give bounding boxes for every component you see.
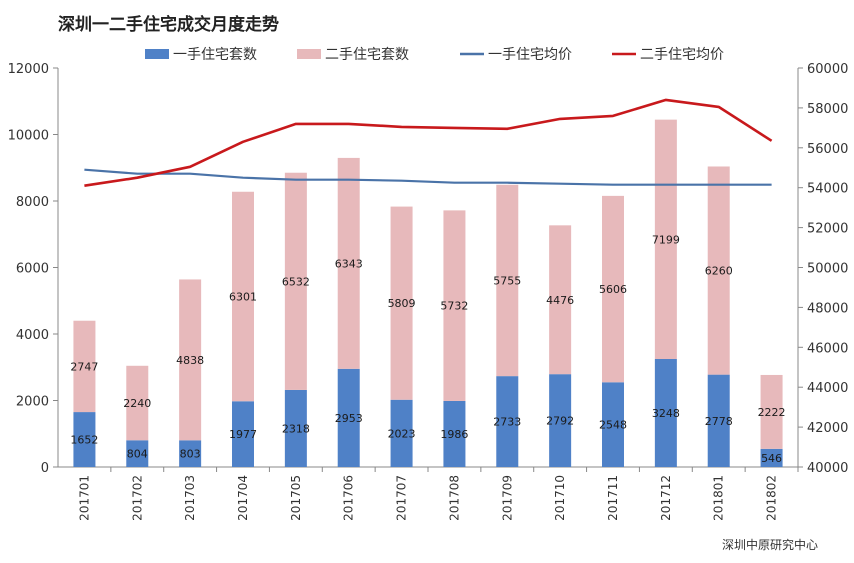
y-right-tick-label: 40000 (807, 461, 848, 476)
y-left-tick-label: 10000 (8, 129, 49, 144)
data-label-second-hand: 6343 (335, 257, 363, 270)
bar-second-hand (284, 172, 307, 390)
data-label-second-hand: 4476 (546, 294, 574, 307)
bar-second-hand (549, 225, 572, 375)
line-second-hand-price (84, 98, 773, 187)
bar-new-homes (232, 401, 254, 467)
x-tick-label: 201710 (553, 475, 567, 521)
data-label-new-homes: 2318 (282, 422, 310, 435)
x-tick-label: 201709 (500, 475, 514, 521)
x-tick-label: 201801 (712, 475, 726, 521)
legend-label: 二手住宅均价 (640, 47, 724, 63)
bar-new-homes (284, 389, 307, 467)
data-label-new-homes: 803 (180, 448, 201, 461)
bar-second-hand (126, 365, 149, 441)
x-tick-label: 201705 (289, 475, 303, 521)
y-right-tick-label: 42000 (807, 421, 848, 436)
data-label-second-hand: 5809 (388, 297, 416, 310)
x-tick-label: 201708 (447, 475, 461, 521)
data-label-second-hand: 2747 (70, 360, 98, 373)
y-right-tick-label: 48000 (807, 301, 848, 316)
y-left-tick-label: 4000 (16, 328, 49, 343)
bar-new-homes (549, 374, 572, 467)
y-right-tick-label: 58000 (807, 102, 848, 117)
y-left-tick-label: 12000 (8, 62, 49, 77)
bar-new-homes (390, 399, 413, 467)
x-tick-label: 201712 (659, 475, 673, 521)
legend-label: 二手住宅套数 (325, 47, 409, 63)
y-left-tick-label: 6000 (16, 262, 49, 277)
data-label-new-homes: 546 (761, 452, 782, 465)
x-tick-label: 201802 (765, 475, 779, 521)
y-right-tick-label: 46000 (807, 341, 848, 356)
y-right-tick-label: 44000 (807, 381, 848, 396)
legend-label: 一手住宅均价 (488, 47, 572, 63)
line-new-homes-price (84, 168, 772, 186)
bar-new-homes (179, 440, 202, 467)
data-label-new-homes: 2548 (599, 419, 627, 432)
data-label-new-homes: 3248 (652, 407, 680, 420)
bar-second-hand (390, 206, 413, 400)
legend-swatch (145, 49, 169, 59)
data-label-second-hand: 4838 (176, 354, 204, 367)
bar-second-hand (443, 210, 466, 401)
data-label-new-homes: 2733 (493, 416, 521, 429)
y-right-tick-label: 52000 (807, 222, 848, 237)
legend-swatch (297, 49, 321, 59)
data-label-new-homes: 2953 (335, 412, 363, 425)
data-label-second-hand: 6260 (705, 265, 733, 278)
bar-second-hand (654, 119, 677, 360)
bar-second-hand (602, 195, 624, 383)
bar-new-homes (496, 376, 519, 467)
y-right-tick-label: 54000 (807, 182, 848, 197)
data-label-second-hand: 6532 (282, 275, 310, 288)
bar-second-hand (337, 157, 360, 369)
bar-new-homes (73, 412, 96, 467)
legend-label: 一手住宅套数 (173, 47, 257, 63)
data-label-new-homes: 1986 (440, 428, 468, 441)
x-tick-label: 201703 (183, 475, 197, 521)
x-tick-label: 201704 (236, 475, 250, 521)
data-label-second-hand: 2240 (123, 397, 151, 410)
data-label-second-hand: 2222 (758, 406, 786, 419)
bar-new-homes (443, 400, 466, 467)
data-label-new-homes: 2023 (388, 427, 416, 440)
x-tick-label: 201706 (342, 475, 356, 521)
y-right-tick-label: 50000 (807, 262, 848, 277)
y-left-tick-label: 2000 (16, 395, 49, 410)
data-label-new-homes: 804 (127, 448, 148, 461)
bar-new-homes (707, 374, 730, 467)
data-label-second-hand: 7199 (652, 233, 680, 246)
bar-new-homes (602, 382, 624, 467)
data-label-second-hand: 5606 (599, 283, 627, 296)
x-tick-label: 201707 (395, 475, 409, 521)
data-label-new-homes: 2792 (546, 415, 574, 428)
bar-new-homes (337, 368, 360, 467)
data-label-new-homes: 1977 (229, 428, 257, 441)
bar-second-hand (760, 374, 783, 449)
bar-second-hand (496, 184, 519, 377)
y-right-tick-label: 60000 (807, 62, 848, 77)
x-tick-label: 201711 (606, 475, 620, 521)
y-right-tick-label: 56000 (807, 142, 848, 157)
data-label-second-hand: 6301 (229, 291, 257, 304)
bar-new-homes (126, 440, 149, 467)
y-left-tick-label: 0 (41, 461, 49, 476)
bar-second-hand (73, 320, 96, 413)
chart-title: 深圳一二手住宅成交月度走势 (58, 15, 279, 35)
bar-new-homes (760, 448, 783, 467)
data-label-second-hand: 5732 (440, 300, 468, 313)
y-left-tick-label: 8000 (16, 195, 49, 210)
bar-new-homes (654, 359, 677, 467)
data-label-new-homes: 2778 (705, 415, 733, 428)
data-label-new-homes: 1652 (70, 434, 98, 447)
data-label-second-hand: 5755 (493, 274, 521, 287)
bar-second-hand (707, 166, 730, 375)
x-tick-label: 201701 (77, 475, 91, 521)
source-note: 深圳中原研究中心 (721, 538, 818, 552)
x-tick-label: 201702 (130, 475, 144, 521)
bar-second-hand (179, 279, 202, 441)
bar-second-hand (232, 191, 254, 402)
